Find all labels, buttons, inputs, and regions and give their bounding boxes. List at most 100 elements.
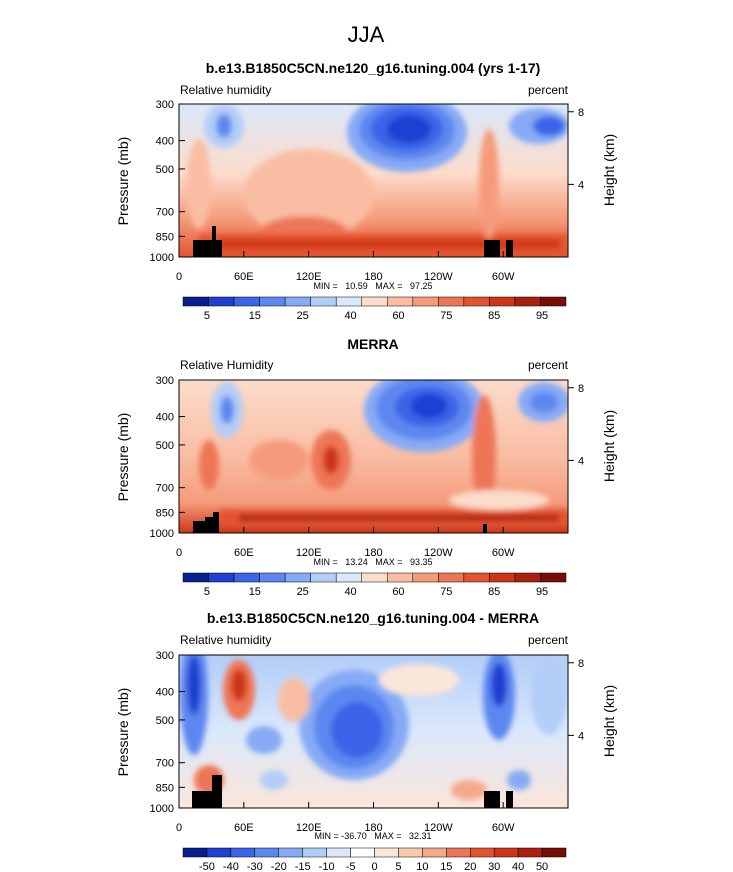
left-label: Relative humidity — [180, 633, 271, 647]
x-ticks: 0 60E 120E 180 120W 60W — [176, 527, 515, 559]
y2-tick-label: 8 — [578, 658, 584, 670]
colorbar-label: 40 — [344, 586, 356, 598]
x-tick-label: 60W — [492, 547, 515, 559]
left-label: Relative humidity — [180, 83, 271, 97]
x-tick-label: 120E — [296, 822, 322, 834]
colorbar-swatch — [278, 847, 303, 858]
colorbar-swatch — [540, 296, 567, 307]
x-tick-label: 60W — [492, 271, 515, 283]
y-ticks: 300 400 500 700 850 1000 — [150, 650, 185, 815]
y-tick-label: 1000 — [150, 528, 174, 540]
colorbar-swatch — [233, 572, 260, 583]
y-ticks: 300 400 500 700 850 1000 — [150, 99, 185, 264]
right-label: percent — [528, 83, 569, 97]
y2-ticks: 84 — [568, 658, 584, 742]
colorbar-swatch — [182, 572, 209, 583]
panel-title: b.e13.B1850C5CN.ne120_g16.tuning.004 (yr… — [206, 60, 541, 76]
y-tick-label: 300 — [156, 650, 174, 662]
y2-axis-label: Height (km) — [601, 685, 617, 757]
heatmap-field — [178, 379, 569, 534]
heatmap-field — [178, 654, 569, 809]
colorbar: 5 15 25 40 60 75 85 95 — [182, 296, 567, 322]
left-label: Relative Humidity — [180, 358, 273, 372]
colorbar-swatch — [489, 572, 516, 583]
colorbar-label: -20 — [271, 861, 287, 872]
colorbar-swatch — [233, 296, 260, 307]
colorbar-swatch — [182, 296, 209, 307]
panel-difference: b.e13.B1850C5CN.ne120_g16.tuning.004 - M… — [115, 610, 617, 872]
x-tick-label: 0 — [176, 271, 182, 283]
colorbar-swatch — [438, 296, 465, 307]
colorbar-label: -30 — [247, 861, 263, 872]
y-tick-label: 700 — [156, 758, 174, 770]
colorbar-label: 40 — [512, 861, 524, 872]
y2-tick-label: 8 — [578, 383, 584, 395]
colorbar-swatch — [335, 572, 362, 583]
y-tick-label: 400 — [156, 412, 174, 424]
min-max-stats: MIN = -36.70 MAX = 32.31 — [314, 831, 431, 841]
y2-tick-label: 8 — [578, 107, 584, 119]
x-ticks: 0 60E 120E 180 120W 60W — [176, 251, 515, 283]
y-axis-label: Pressure (mb) — [115, 137, 131, 226]
colorbar: -50 -40 -30 -20 -15 -10 -5 0 5 10 15 20 30 40 50 — [182, 847, 567, 872]
colorbar-label: 20 — [464, 861, 476, 872]
colorbar-swatch — [398, 847, 423, 858]
x-tick-label: 60E — [234, 547, 254, 559]
x-tick-label: 120W — [424, 271, 453, 283]
colorbar-label: -10 — [319, 861, 335, 872]
colorbar-swatch — [208, 572, 235, 583]
colorbar-label: 15 — [249, 310, 261, 322]
colorbar-swatch — [493, 847, 519, 858]
y-tick-label: 500 — [156, 715, 174, 727]
y2-tick-label: 4 — [578, 179, 584, 191]
y-tick-label: 500 — [156, 440, 174, 452]
colorbar-swatch — [514, 296, 541, 307]
x-tick-label: 180 — [364, 547, 382, 559]
colorbar-swatch — [230, 847, 256, 858]
colorbar-swatch — [284, 296, 311, 307]
colorbar-label: 50 — [536, 861, 548, 872]
colorbar-swatch — [422, 847, 447, 858]
colorbar-label: 15 — [249, 586, 261, 598]
colorbar-swatch — [361, 296, 388, 307]
colorbar-swatch — [387, 296, 414, 307]
y-tick-label: 300 — [156, 375, 174, 387]
colorbar-label: 5 — [395, 861, 401, 872]
y2-ticks: 84 — [568, 383, 584, 467]
colorbar-label: 30 — [488, 861, 500, 872]
colorbar-swatch — [470, 847, 495, 858]
colorbar-label: 60 — [392, 310, 404, 322]
colorbar-swatch — [541, 847, 567, 858]
x-tick-label: 180 — [364, 822, 382, 834]
figure-title: JJA — [348, 22, 385, 47]
y2-ticks: 84 — [568, 107, 584, 191]
colorbar-label: 10 — [416, 861, 428, 872]
panel-model: b.e13.B1850C5CN.ne120_g16.tuning.004 (yr… — [115, 60, 617, 322]
colorbar-swatch — [517, 847, 543, 858]
colorbar-label: -40 — [223, 861, 239, 872]
panel-title: MERRA — [347, 336, 398, 352]
x-tick-label: 0 — [176, 547, 182, 559]
colorbar-swatch — [489, 296, 516, 307]
colorbar-label: 5 — [204, 586, 210, 598]
colorbar-label: 95 — [536, 586, 548, 598]
colorbar-label: -50 — [199, 861, 215, 872]
x-tick-label: 60E — [234, 822, 254, 834]
colorbar-label: 25 — [297, 586, 309, 598]
colorbar-label: 40 — [344, 310, 356, 322]
x-tick-label: 120W — [424, 547, 453, 559]
colorbar-swatch — [335, 296, 362, 307]
y-tick-label: 500 — [156, 164, 174, 176]
colorbar-swatch — [438, 572, 465, 583]
colorbar-swatch — [387, 572, 414, 583]
colorbar: 5 15 25 40 60 75 85 95 — [182, 572, 567, 598]
colorbar-label: -5 — [346, 861, 356, 872]
colorbar-swatch — [374, 847, 399, 858]
colorbar-swatch — [326, 847, 351, 858]
colorbar-label: 85 — [488, 310, 500, 322]
y-tick-label: 400 — [156, 136, 174, 148]
colorbar-label: 60 — [392, 586, 404, 598]
right-label: percent — [528, 633, 569, 647]
y-tick-label: 850 — [156, 231, 174, 243]
